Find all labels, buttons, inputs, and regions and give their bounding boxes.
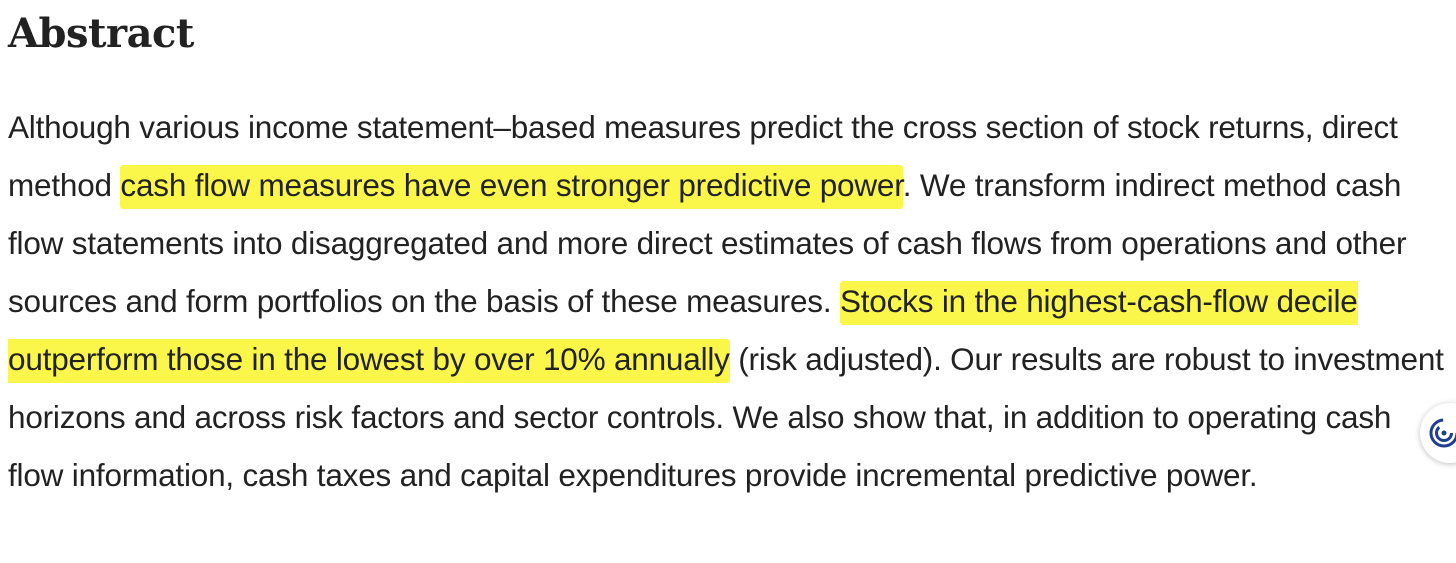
abstract-segment: Although various income statement–based … [8,109,1398,203]
abstract-body: Although various income statement–based … [8,98,1448,504]
highlighted-segment: cash flow measures have even stronger pr… [120,165,903,209]
abstract-segment: . We transform indirect method cash flow… [8,167,1407,319]
assistant-spiral-icon [1429,418,1456,448]
abstract-heading: Abstract [8,10,194,57]
abstract-segment: (risk adjusted). Our results are robust … [8,341,1444,493]
